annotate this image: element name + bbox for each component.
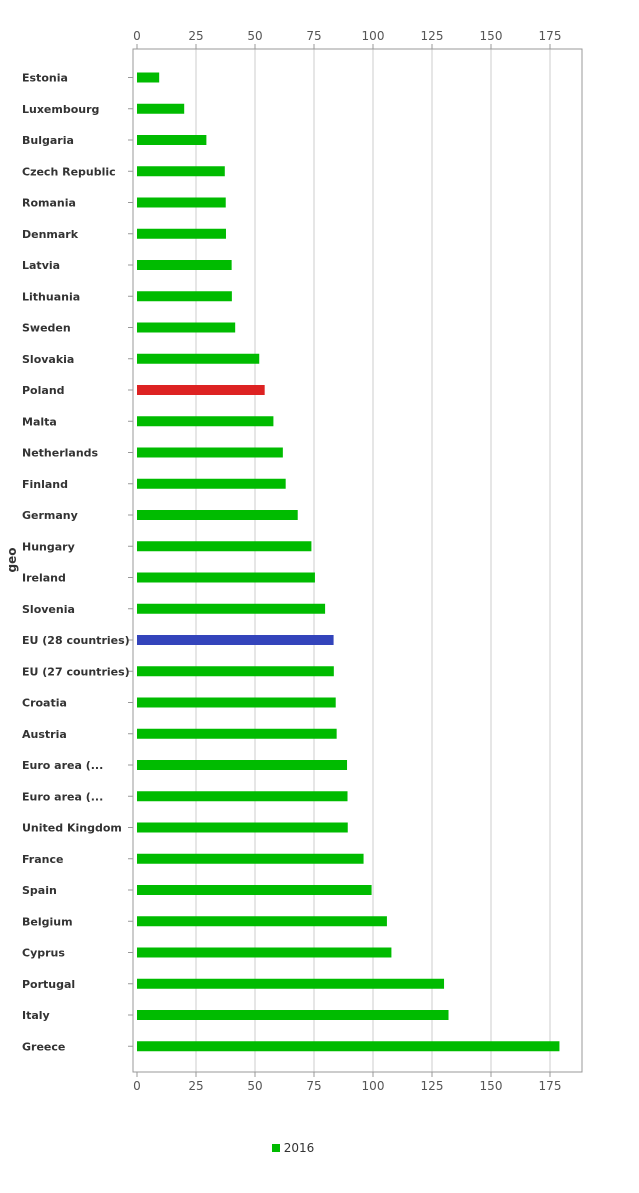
bar[interactable] (137, 1041, 560, 1052)
top-tick-label-175: 175 (539, 29, 562, 43)
bar[interactable] (137, 541, 312, 552)
category-label: Malta (22, 415, 57, 428)
bar[interactable] (137, 385, 265, 395)
category-label: Spain (22, 884, 57, 897)
bar[interactable] (137, 166, 225, 177)
y-axis-title: geo (5, 548, 19, 573)
bar[interactable] (137, 635, 334, 645)
bar[interactable] (137, 822, 348, 833)
legend-swatch-2016 (271, 1144, 280, 1152)
bar[interactable] (137, 353, 260, 364)
category-label: Portugal (22, 978, 75, 991)
bar-series-2016 (137, 72, 560, 1052)
category-label: Belgium (22, 915, 73, 928)
category-label: Slovenia (22, 603, 75, 616)
bar[interactable] (137, 1010, 449, 1020)
category-label: Ireland (22, 572, 66, 585)
bar[interactable] (137, 72, 160, 83)
plot-area-border (132, 48, 583, 1073)
category-label: Czech Republic (22, 165, 116, 178)
category-label: Netherlands (22, 447, 99, 460)
top-tick-label-75: 75 (306, 29, 321, 43)
category-label: Italy (22, 1009, 50, 1022)
bar[interactable] (137, 603, 326, 614)
bottom-tick-label-0: 0 (133, 1079, 141, 1093)
legend-label-2016: 2016 (283, 1141, 315, 1155)
bottom-tick-label-100: 100 (362, 1079, 385, 1093)
category-label: Cyprus (22, 947, 65, 960)
bar[interactable] (137, 291, 232, 302)
top-tick-label-150: 150 (480, 29, 503, 43)
top-tick-label-0: 0 (133, 29, 141, 43)
category-label: Lithuania (22, 290, 80, 303)
legend[interactable]: 2016 (0, 1141, 586, 1155)
category-label: Denmark (22, 228, 79, 241)
bar[interactable] (137, 978, 445, 989)
bar[interactable] (137, 322, 236, 333)
top-tick-label-125: 125 (421, 29, 444, 43)
bar[interactable] (137, 916, 387, 927)
category-label: United Kingdom (22, 822, 122, 835)
category-label: Euro area (... (22, 790, 103, 803)
category-label: Latvia (22, 259, 60, 272)
category-label: Euro area (... (22, 759, 103, 772)
bar[interactable] (137, 478, 286, 489)
category-label: Bulgaria (22, 134, 74, 147)
bar[interactable] (137, 103, 185, 114)
category-label: Greece (22, 1040, 65, 1053)
bar[interactable] (137, 760, 348, 770)
category-label: Sweden (22, 322, 71, 335)
category-label: Slovakia (22, 353, 74, 366)
bar[interactable] (137, 228, 226, 239)
bottom-tick-label-150: 150 (480, 1079, 503, 1093)
bottom-tick-label-75: 75 (306, 1079, 321, 1093)
bottom-tick-label-175: 175 (539, 1079, 562, 1093)
bottom-tick-label-125: 125 (421, 1079, 444, 1093)
category-label: Croatia (22, 697, 67, 710)
bottom-axis-ticks: 0 25 50 75 100 125 150 175 (133, 1072, 561, 1093)
category-label: Germany (22, 509, 78, 522)
category-label: Austria (22, 728, 67, 741)
category-label: Poland (22, 384, 65, 397)
bar[interactable] (137, 135, 207, 145)
bar[interactable] (137, 791, 348, 802)
bar[interactable] (137, 853, 364, 864)
grid-lines (195, 49, 551, 1072)
category-label: EU (28 countries) (22, 634, 130, 647)
bar[interactable] (137, 416, 274, 427)
bar[interactable] (137, 728, 337, 739)
category-label: Luxembourg (22, 103, 99, 116)
bar[interactable] (137, 666, 334, 677)
bar[interactable] (137, 260, 232, 270)
bar[interactable] (137, 197, 226, 208)
category-labels: Estonia Luxembourg Bulgaria Czech Republic R… (22, 72, 133, 1053)
top-tick-label-25: 25 (188, 29, 203, 43)
bottom-tick-label-50: 50 (247, 1079, 262, 1093)
bottom-tick-label-25: 25 (188, 1079, 203, 1093)
category-label: Hungary (22, 540, 75, 553)
top-axis-ticks: 0 25 50 75 100 125 150 175 (133, 29, 561, 49)
bar[interactable] (137, 697, 336, 708)
category-label: Estonia (22, 72, 68, 85)
bar[interactable] (137, 885, 372, 895)
bar[interactable] (137, 947, 392, 958)
bar[interactable] (137, 572, 315, 583)
category-label: France (22, 853, 63, 866)
bar[interactable] (137, 447, 283, 458)
bar[interactable] (137, 510, 298, 520)
category-label: Finland (22, 478, 68, 491)
category-label: EU (27 countries) (22, 665, 130, 678)
top-tick-label-50: 50 (247, 29, 262, 43)
category-label: Romania (22, 197, 76, 210)
top-tick-label-100: 100 (362, 29, 385, 43)
